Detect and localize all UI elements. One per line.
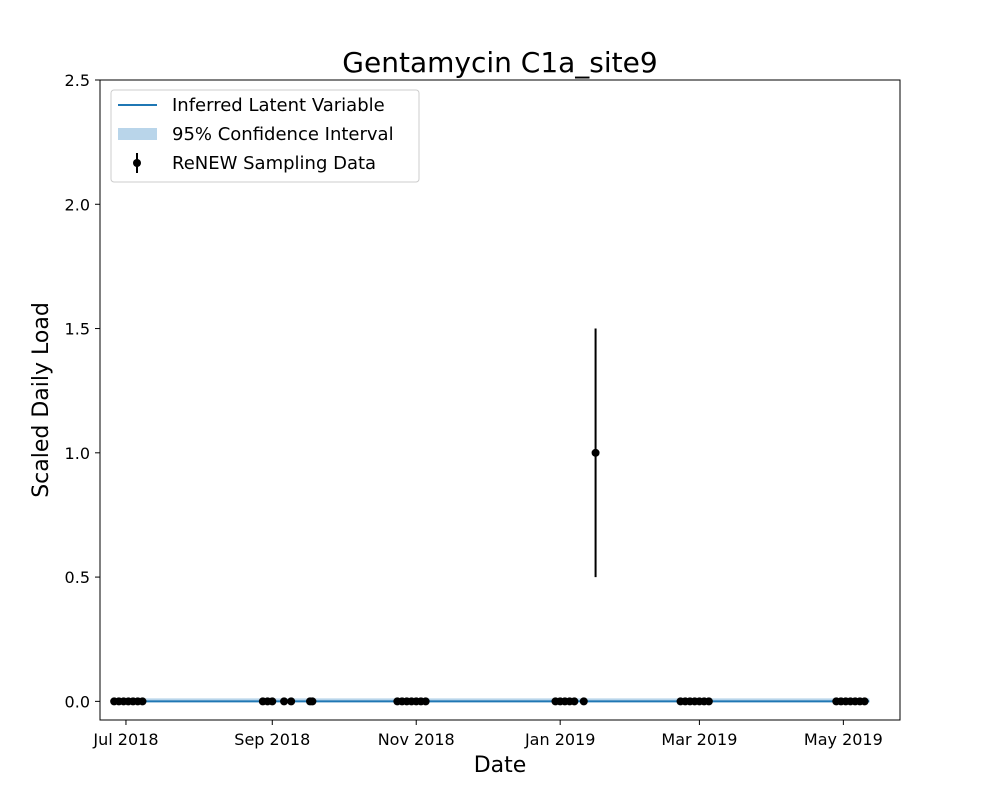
x-tick-label: May 2019	[804, 730, 883, 749]
sample-point	[579, 697, 588, 706]
legend: Inferred Latent Variable 95% Confidence …	[110, 89, 420, 183]
plot-area	[110, 328, 870, 706]
y-tick-label: 1.0	[65, 444, 90, 463]
legend-label-ci: 95% Confidence Interval	[172, 124, 394, 145]
sample-point	[704, 697, 713, 706]
y-tick-label: 0.0	[65, 692, 90, 711]
sample-point	[138, 697, 147, 706]
y-axis-title: Scaled Daily Load	[29, 302, 54, 498]
y-tick-label: 2.5	[65, 71, 90, 90]
x-tick-label: Mar 2019	[661, 730, 737, 749]
y-tick-label: 1.5	[65, 320, 90, 339]
y-tick-label: 2.0	[65, 195, 90, 214]
legend-label-latent: Inferred Latent Variable	[172, 95, 385, 116]
chart-title: Gentamycin C1a_site9	[342, 46, 657, 79]
sample-point	[268, 697, 277, 706]
sample-point	[308, 697, 317, 706]
sample-point	[421, 697, 430, 706]
legend-swatch-marker	[133, 159, 141, 167]
legend-label-samples: ReNEW Sampling Data	[172, 153, 376, 174]
x-tick-label: Nov 2018	[378, 730, 455, 749]
axes-frame	[99, 79, 901, 721]
x-tick-label: Jul 2018	[92, 730, 158, 749]
sample-point	[860, 697, 869, 706]
sample-point	[280, 697, 289, 706]
legend-swatch-band	[118, 128, 157, 140]
sample-point	[591, 448, 600, 457]
sample-point	[570, 697, 579, 706]
axis-ticks: 0.0 0.5 1.0 1.5 2.0 2.5 Jul 2018 Sep 2018 Nov 20…	[65, 71, 883, 749]
x-axis-title: Date	[474, 753, 527, 778]
x-tick-label: Sep 2018	[234, 730, 310, 749]
y-tick-label: 0.5	[65, 568, 90, 587]
sample-point	[287, 697, 296, 706]
legend-box	[110, 89, 420, 183]
x-tick-label: Jan 2019	[524, 730, 595, 749]
